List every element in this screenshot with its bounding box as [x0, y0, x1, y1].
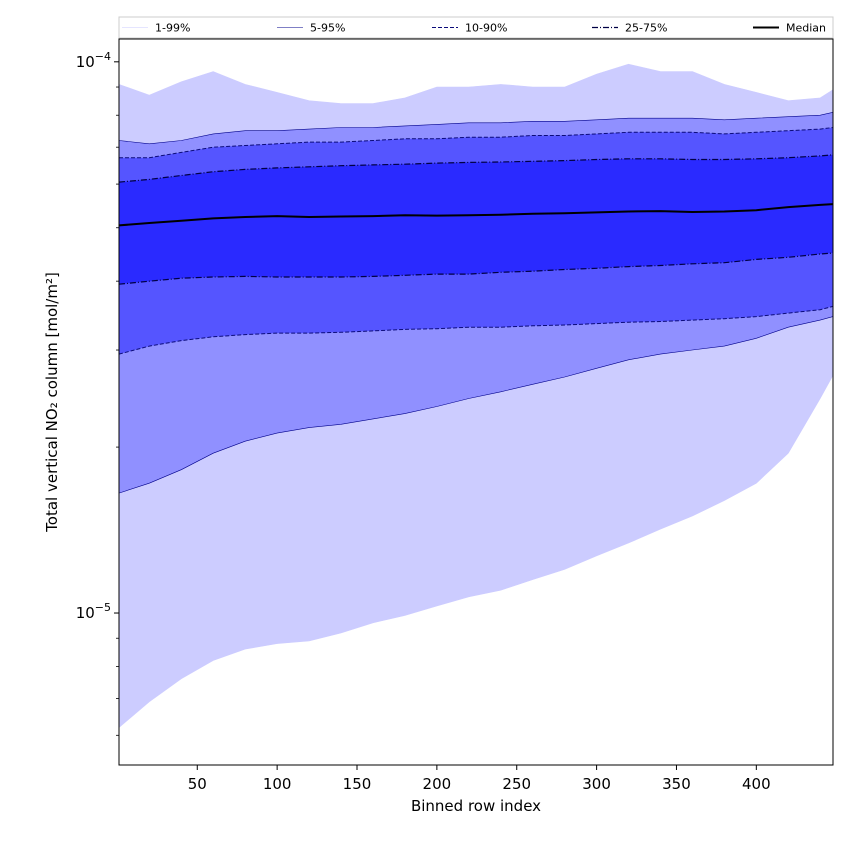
- upper-line-5-95-: [118, 112, 834, 145]
- legend-frame: [118, 16, 834, 39]
- upper-line-25-75-: [118, 154, 834, 183]
- upper-line-10-90-: [119, 127, 834, 159]
- lower-line-1-99-: [118, 375, 834, 728]
- lower-line-25-75-: [118, 252, 834, 285]
- x-tick-label: 300: [582, 775, 611, 793]
- median-line: [118, 203, 834, 227]
- legend-label: 25-75%: [625, 22, 667, 35]
- legend-label: 1-99%: [155, 22, 190, 35]
- y-tick-label: 10−5: [76, 601, 111, 622]
- lower-line-10-90-: [118, 305, 834, 355]
- x-tick-label: 100: [263, 775, 292, 793]
- x-tick-label: 250: [502, 775, 531, 793]
- legend-label: 10-90%: [465, 22, 507, 35]
- band-25-75-: [119, 154, 833, 285]
- x-tick-label: 350: [662, 775, 691, 793]
- upper-line-1-99-: [118, 63, 834, 104]
- lower-line-5-95-: [118, 316, 834, 494]
- x-axis-label: Binned row index: [411, 797, 541, 815]
- x-tick-label: 200: [423, 775, 452, 793]
- percentile-lines: [118, 63, 834, 728]
- x-tick-label: 400: [742, 775, 771, 793]
- plot-frame: [118, 38, 834, 766]
- y-axis-label: Total vertical NO₂ column [mol/m²]: [43, 272, 61, 533]
- x-tick-label: 150: [343, 775, 372, 793]
- y-axis: 10−4 10−5: [76, 50, 119, 736]
- percentile-bands: [119, 64, 833, 728]
- legend-label: Median: [786, 22, 826, 35]
- y-tick-label: 10−4: [76, 50, 111, 71]
- x-axis: 50 100 150 200 250 300 350 400: [188, 765, 771, 793]
- legend-label: 5-95%: [310, 22, 345, 35]
- x-tick-label: 50: [188, 775, 207, 793]
- legend: 1-99% 5-95% 10-90% 25-75% Median: [118, 16, 834, 39]
